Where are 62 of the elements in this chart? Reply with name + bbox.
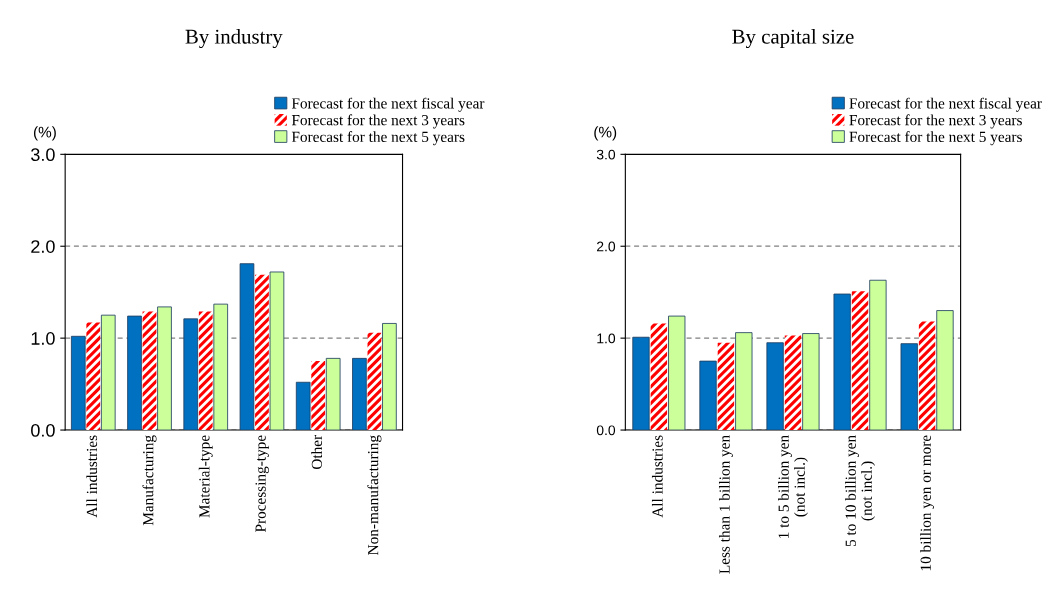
bar — [213, 303, 229, 431]
x-tick-label: Less than 1 billion yen — [718, 435, 733, 574]
legend-label: Forecast for the next fiscal year — [291, 97, 485, 112]
bar — [269, 271, 285, 431]
bar — [936, 310, 954, 431]
legend-label: Forecast for the next fiscal year — [849, 97, 1042, 112]
y-axis-title: (%) — [33, 126, 56, 141]
bar — [699, 360, 717, 431]
bar — [918, 321, 936, 431]
x-tick-label: Processing-type — [255, 435, 269, 533]
bar — [70, 335, 86, 431]
x-tick-label: Manufacturing — [142, 435, 157, 526]
bar — [382, 323, 397, 431]
x-tick-label: 1 to 5 billion yen (not incl.) — [778, 435, 808, 538]
bar — [157, 306, 172, 431]
y-tick-label: 3.0 — [31, 148, 55, 162]
bar — [127, 315, 142, 431]
legend-label: Forecast for the next 5 years — [849, 131, 1022, 146]
bar — [668, 315, 686, 431]
x-tick-label: All industries — [651, 435, 663, 518]
bar — [142, 311, 157, 431]
y-tick-label: 1.0 — [597, 333, 616, 344]
bar — [352, 357, 367, 431]
bar — [735, 332, 753, 431]
bar — [650, 323, 668, 431]
bar — [325, 357, 341, 431]
y-axis-title: (%) — [594, 126, 617, 141]
x-tick-label: Other — [311, 435, 323, 470]
chart-title: By capital size — [732, 29, 854, 48]
bar — [632, 336, 650, 431]
bar — [86, 322, 101, 431]
x-tick-label: 10 billion yen or more — [920, 435, 935, 571]
y-tick-label: 0.0 — [596, 425, 616, 436]
bar — [802, 333, 820, 431]
bar — [295, 381, 311, 431]
legend-label: Forecast for the next 3 years — [291, 114, 465, 129]
bar — [766, 342, 784, 431]
bar — [784, 335, 802, 431]
y-tick-label: 2.0 — [31, 240, 55, 253]
x-tick-label: Non-manufacturing — [367, 435, 382, 555]
bar — [255, 274, 269, 431]
y-tick-label: 1.0 — [31, 332, 55, 345]
x-tick-label: All industries — [86, 435, 98, 518]
bar — [869, 279, 887, 431]
bar — [183, 318, 199, 431]
x-tick-label: Material-type — [198, 435, 213, 518]
bar — [100, 314, 116, 431]
bar — [311, 361, 326, 431]
bar — [717, 342, 735, 431]
y-tick-label: 3.0 — [596, 149, 616, 160]
bar — [900, 343, 918, 431]
x-tick-label: 5 to 10 billion yen (not incl.) — [845, 435, 875, 547]
legend-label: Forecast for the next 3 years — [849, 114, 1022, 129]
bar — [239, 263, 255, 431]
bar — [833, 293, 851, 431]
y-tick-label: 2.0 — [597, 241, 616, 252]
bar — [198, 311, 213, 431]
legend-label: Forecast for the next 5 years — [291, 131, 465, 146]
bar — [851, 291, 869, 431]
y-tick-label: 0.0 — [31, 423, 55, 437]
bar — [367, 332, 382, 431]
chart-title: By industry — [185, 29, 283, 48]
